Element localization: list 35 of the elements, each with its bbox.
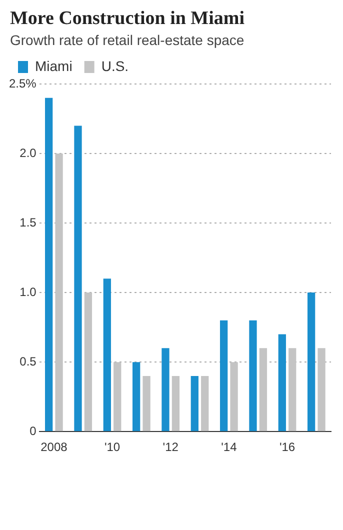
bar bbox=[142, 376, 150, 432]
bar bbox=[45, 98, 53, 432]
y-tick-label: 2.5% bbox=[8, 76, 37, 90]
bar bbox=[84, 292, 92, 432]
bar bbox=[172, 376, 180, 432]
bar bbox=[220, 320, 228, 432]
x-tick-label: 2008 bbox=[40, 440, 68, 454]
bar bbox=[249, 320, 257, 432]
y-tick-label: 0 bbox=[30, 424, 37, 438]
bar bbox=[278, 334, 286, 432]
chart-title: More Construction in Miami bbox=[10, 8, 246, 30]
bar bbox=[190, 376, 198, 432]
legend-label: U.S. bbox=[101, 58, 129, 74]
x-tick-label: '14 bbox=[221, 440, 238, 454]
bar bbox=[162, 348, 170, 432]
bar bbox=[318, 348, 326, 432]
bar bbox=[114, 362, 122, 432]
bar bbox=[230, 362, 238, 432]
x-tick-label: '12 bbox=[162, 440, 179, 454]
y-tick-label: 1.0 bbox=[20, 284, 37, 299]
bar bbox=[288, 348, 296, 432]
bar bbox=[307, 292, 316, 432]
bar bbox=[132, 362, 140, 432]
y-tick-label: 1.5 bbox=[20, 215, 37, 230]
x-tick-label: '10 bbox=[104, 440, 120, 454]
legend-label: Miami bbox=[35, 58, 72, 74]
chart-subtitle: Growth rate of retail real-estate space bbox=[10, 32, 246, 48]
bar bbox=[55, 154, 63, 432]
bar bbox=[74, 126, 82, 432]
bar bbox=[201, 376, 209, 432]
y-tick-label: 0.5 bbox=[20, 354, 37, 368]
y-tick-label: 2.0 bbox=[20, 146, 37, 160]
bar bbox=[103, 278, 111, 432]
bar bbox=[259, 348, 268, 432]
x-tick-label: '16 bbox=[279, 440, 296, 454]
